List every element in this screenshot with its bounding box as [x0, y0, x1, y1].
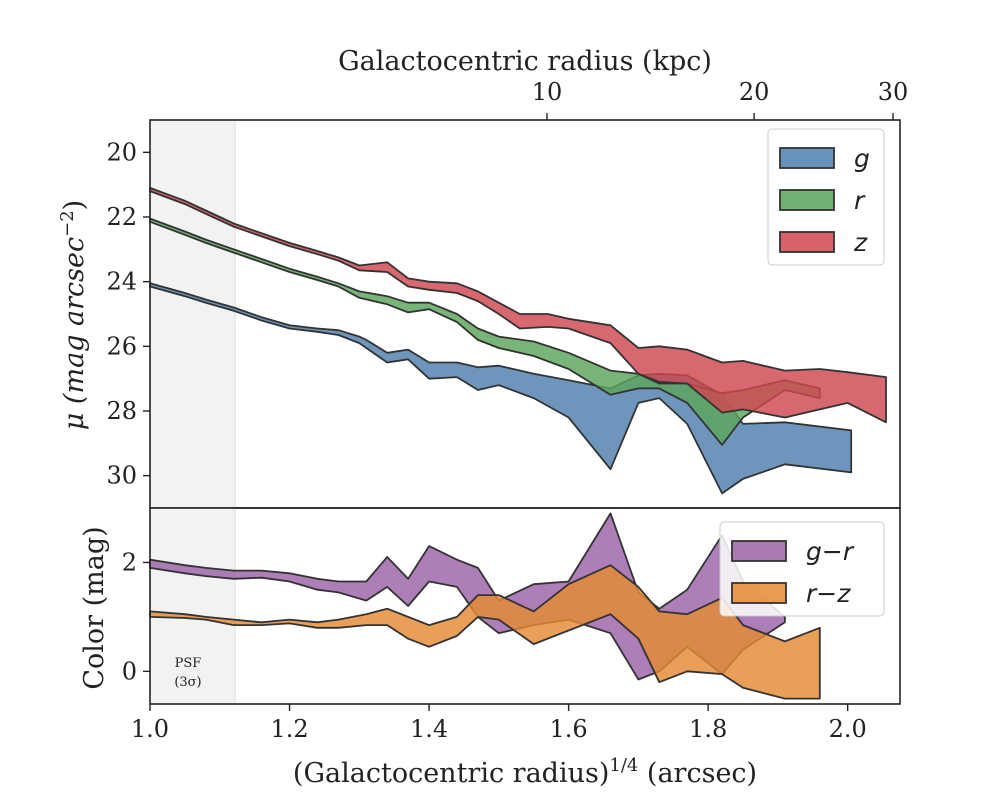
- legend-label-r-minus-z: r−z: [806, 579, 851, 608]
- top-x-axis-label: Galactocentric radius (kpc): [338, 46, 712, 77]
- y-tick-label-24: 24: [106, 268, 137, 296]
- y-tick-label-26: 26: [106, 332, 137, 360]
- top-y-ticks: 20 22 24 26 28 30: [106, 138, 150, 490]
- legend-label-r: r: [854, 186, 866, 215]
- legend-label-z: z: [853, 228, 868, 257]
- x-tick-label-1.8: 1.8: [689, 715, 727, 743]
- y-tick-label-22: 22: [106, 203, 137, 231]
- x-tick-label-1.2: 1.2: [270, 715, 308, 743]
- xlabel-exponent: 1/4: [609, 755, 638, 776]
- psf-annotation-line1: PSF: [175, 656, 202, 671]
- psf-shaded-region-top: [149, 119, 236, 509]
- xlabel-base: (Galactocentric radius): [293, 758, 609, 789]
- color-panel: 02 1.0 1.2 1.4 1.6 1.8 2.0 PSF (3σ) Color (ma…: [79, 507, 901, 789]
- surface-brightness-series: [149, 187, 887, 495]
- y-tick-label-20: 20: [106, 138, 137, 166]
- y-tick-label-30: 30: [106, 462, 137, 490]
- color-series: [149, 512, 821, 700]
- legend-swatch-g: [779, 147, 835, 169]
- psf-annotation-line2: (3σ): [174, 675, 201, 690]
- x-tick-label-1.4: 1.4: [410, 715, 448, 743]
- bottom-x-ticks: 1.0 1.2 1.4 1.6 1.8 2.0: [131, 704, 867, 743]
- legend-swatch-g-minus-r: [731, 540, 787, 562]
- x-tick-label-2.0: 2.0: [829, 715, 867, 743]
- legend-swatch-r-minus-z: [731, 582, 787, 604]
- top-kpc-ticks: 1020305075100: [532, 78, 909, 120]
- ylabel-mu: μ (mag arcsec: [59, 237, 90, 430]
- legend-label-g: g: [854, 144, 870, 173]
- band-g: [149, 282, 853, 495]
- color-y-tick-label-0: 0: [122, 657, 137, 685]
- legend-swatch-r: [779, 189, 835, 211]
- bottom-panel-frame: [149, 507, 901, 705]
- kpc-tick-label-10: 10: [532, 78, 563, 106]
- color-y-tick-label-2: 2: [122, 548, 137, 576]
- bottom-legend: g−r r−z: [719, 521, 885, 617]
- top-legend: grz: [767, 128, 885, 266]
- band-z: [149, 187, 887, 424]
- bottom-x-axis-label: (Galactocentric radius)1/4 (arcsec): [293, 755, 757, 789]
- x-tick-label-1.0: 1.0: [131, 715, 169, 743]
- kpc-tick-label-20: 20: [739, 78, 770, 106]
- ylabel-close: ): [59, 200, 90, 211]
- y-tick-label-28: 28: [106, 397, 137, 425]
- bottom-y-ticks: 02: [122, 548, 150, 685]
- legend-label-g-minus-r: g−r: [806, 537, 855, 566]
- legend-swatch-z: [779, 231, 835, 253]
- band-r-minus-z: [149, 564, 821, 700]
- xlabel-unit: (arcsec): [638, 758, 757, 789]
- band-g-minus-r: [149, 512, 786, 681]
- kpc-tick-label-30: 30: [878, 78, 909, 106]
- x-tick-label-1.6: 1.6: [550, 715, 588, 743]
- top-y-axis-label: μ (mag arcsec−2): [57, 200, 90, 430]
- bottom-y-axis-label: Color (mag): [79, 526, 110, 689]
- ylabel-exponent: −2: [57, 210, 78, 237]
